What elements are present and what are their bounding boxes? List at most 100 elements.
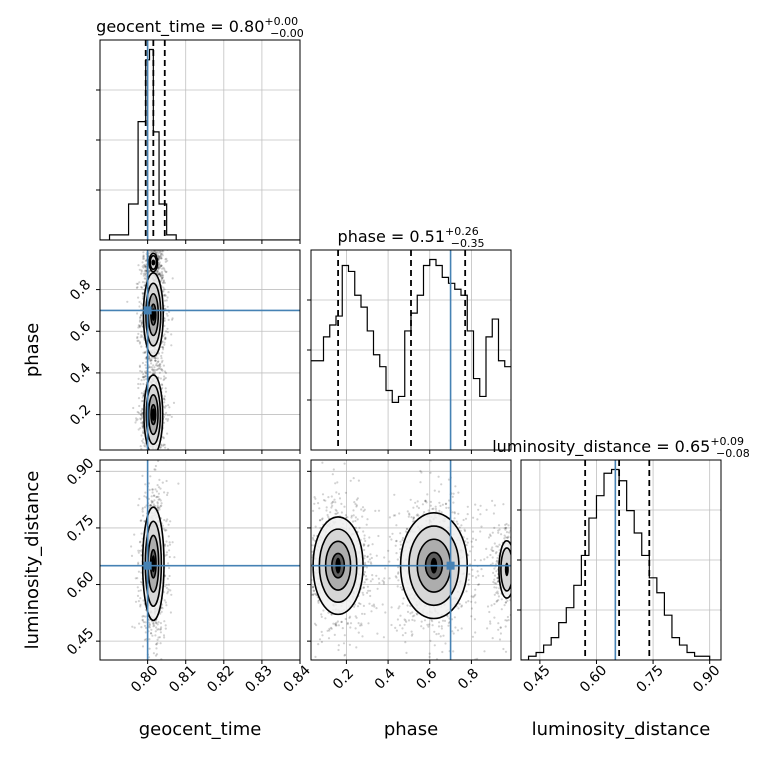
sample-point (158, 636, 161, 639)
sample-point (142, 438, 145, 441)
sample-point (157, 486, 161, 489)
sample-point (390, 606, 393, 609)
sample-point (144, 273, 147, 276)
sample-point (361, 635, 364, 638)
sample-point (313, 502, 316, 505)
sample-point (137, 296, 140, 299)
sample-point (141, 645, 145, 648)
sample-point (161, 273, 164, 276)
sample-point (162, 266, 165, 269)
sample-point (164, 404, 167, 408)
sample-point (163, 543, 167, 546)
sample-point (403, 623, 406, 626)
sample-point (360, 622, 363, 625)
sample-point (137, 570, 140, 573)
sample-point (463, 528, 466, 531)
sample-point (366, 555, 369, 558)
sample-point (163, 293, 167, 296)
sample-point (505, 619, 508, 622)
sample-point (497, 531, 500, 534)
sample-point (398, 512, 401, 515)
sample-point (355, 498, 358, 501)
sample-point (344, 653, 347, 657)
sample-point (395, 524, 398, 527)
sample-point (312, 509, 315, 512)
sample-point (401, 634, 404, 637)
sample-point (161, 254, 164, 257)
histogram-step (521, 468, 721, 660)
sample-point (401, 538, 404, 542)
sample-point (156, 270, 159, 273)
sample-point (399, 540, 402, 543)
sample-point (394, 544, 397, 547)
sample-point (165, 604, 168, 607)
sample-point (154, 359, 157, 362)
sample-point (140, 434, 143, 437)
sample-point (306, 540, 308, 542)
sample-point (163, 585, 166, 588)
sample-point (433, 644, 436, 647)
sample-point (157, 460, 160, 463)
sample-point (497, 628, 500, 631)
sample-point (511, 577, 513, 579)
sample-point (416, 500, 419, 503)
sample-point (154, 620, 157, 623)
sample-point (420, 471, 423, 474)
sample-point (148, 357, 151, 360)
axes-frame (99, 39, 301, 241)
sample-point (441, 650, 444, 654)
sample-point (504, 528, 507, 531)
sample-point (160, 465, 162, 467)
sample-point (440, 627, 443, 630)
hist-panel-luminosity_distance (517, 459, 722, 664)
sample-point (451, 630, 454, 633)
sample-point (137, 563, 140, 566)
sample-point (362, 544, 365, 547)
sample-point (302, 573, 304, 575)
sample-point (489, 553, 492, 557)
sample-point (166, 259, 169, 262)
sample-point (139, 589, 142, 592)
sample-point (480, 525, 483, 528)
sample-point (138, 365, 141, 368)
sample-point (513, 595, 515, 597)
sample-point (167, 588, 170, 591)
sample-point (307, 501, 309, 503)
sample-point (426, 493, 429, 496)
sample-point (153, 624, 156, 627)
sample-point (301, 599, 303, 601)
sample-point (151, 368, 154, 371)
sample-point (143, 277, 146, 280)
sample-point (496, 556, 499, 560)
sample-point (504, 536, 507, 539)
sample-point (312, 534, 316, 537)
sample-point (503, 534, 506, 537)
sample-point (437, 625, 441, 628)
sample-point (491, 549, 494, 552)
sample-point (151, 455, 153, 457)
sample-point (165, 583, 168, 587)
sample-point (363, 537, 366, 540)
sample-point (444, 502, 447, 506)
sample-point (153, 468, 156, 471)
sample-point (161, 252, 164, 255)
sample-point (438, 509, 441, 512)
sample-point (162, 348, 165, 351)
sample-point (359, 602, 362, 606)
sample-point (142, 257, 145, 260)
sample-point (166, 331, 169, 334)
sample-point (140, 456, 142, 458)
sample-point (470, 600, 473, 603)
sample-point (155, 622, 158, 625)
sample-point (156, 506, 159, 509)
sample-point (137, 589, 140, 593)
sample-point (168, 414, 171, 417)
sample-point (384, 567, 387, 570)
sample-point (140, 453, 142, 455)
sample-point (513, 517, 515, 519)
sample-point (355, 685, 357, 687)
sample-point (322, 499, 326, 502)
sample-point (139, 427, 142, 430)
sample-point (468, 573, 471, 576)
sample-point (151, 243, 153, 245)
